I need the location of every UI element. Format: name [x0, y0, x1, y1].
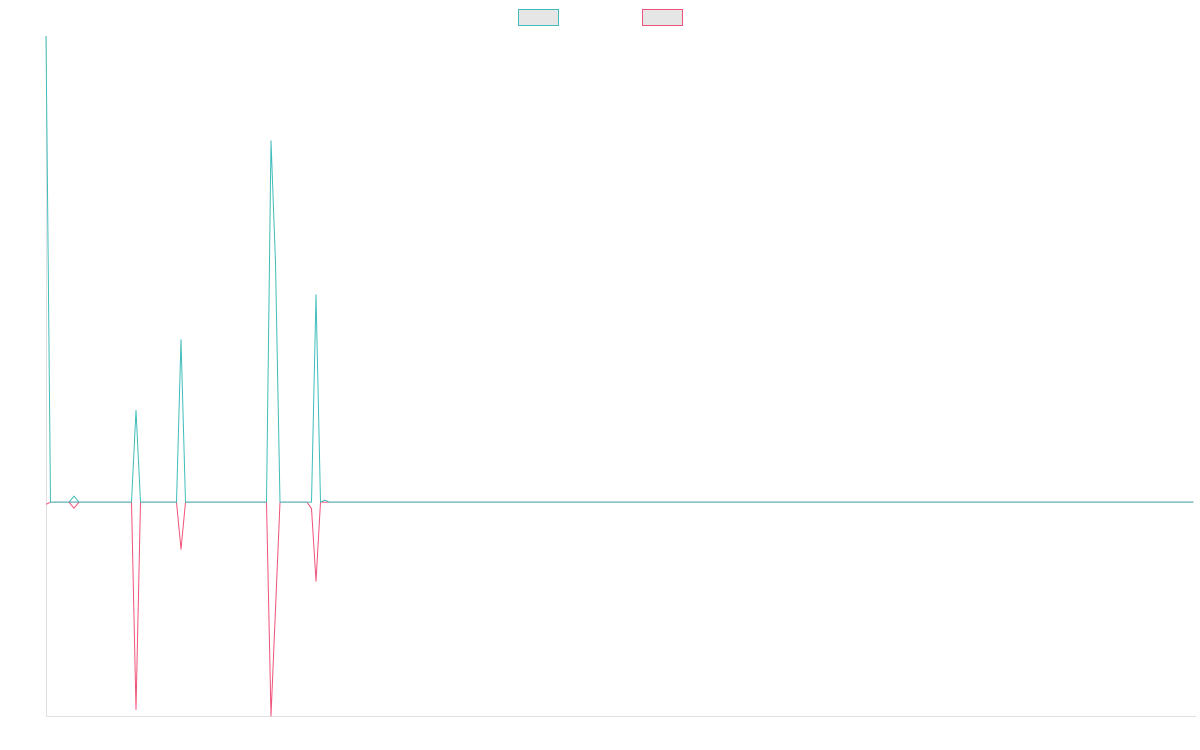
axes	[46, 36, 1196, 717]
legend-swatch-series_2	[642, 9, 683, 26]
data-point-marker	[68, 495, 80, 503]
legend	[518, 9, 683, 26]
series-group	[45, 35, 1194, 717]
series-line-series_2	[45, 501, 1194, 717]
data-point-marker	[68, 501, 80, 509]
markers	[68, 495, 80, 509]
legend-swatch-series_1	[518, 9, 559, 26]
series-line-series_1	[45, 35, 1194, 503]
